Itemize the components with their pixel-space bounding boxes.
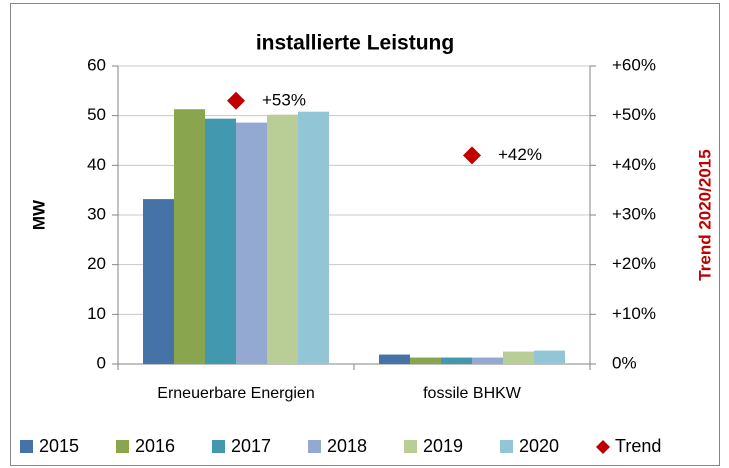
legend-label: 2017	[231, 436, 271, 456]
trend-marker	[463, 146, 481, 165]
y2-tick-label: +10%	[612, 304, 656, 323]
legend-label: Trend	[615, 436, 661, 456]
data-label: +42%	[498, 145, 542, 164]
legend-swatch	[404, 440, 417, 453]
y2-tick-label: +60%	[612, 55, 656, 74]
x-tick-label: fossile BHKW	[423, 385, 522, 402]
bar	[410, 357, 441, 364]
bar	[205, 118, 236, 364]
legend-label: 2016	[135, 436, 175, 456]
y2-tick-label: +20%	[612, 254, 656, 273]
bar	[267, 114, 298, 364]
chart-title: installierte Leistung	[256, 32, 454, 55]
data-label: +53%	[262, 90, 306, 109]
bar	[236, 122, 267, 365]
y2-tick-label: +50%	[612, 105, 656, 124]
legend-swatch	[500, 440, 513, 453]
y2-tick-label: +40%	[612, 155, 656, 174]
trend-marker	[227, 91, 245, 110]
y-tick-label: 30	[87, 204, 106, 223]
legend-label: 2019	[423, 436, 463, 456]
y-tick-label: 50	[87, 105, 106, 124]
y2-tick-label: +30%	[612, 204, 656, 223]
legend-swatch	[20, 440, 33, 453]
legend-swatch	[308, 440, 321, 453]
bar	[441, 357, 472, 364]
legend-label: 2020	[519, 436, 559, 456]
chart-frame	[10, 3, 720, 466]
bar	[472, 357, 503, 364]
x-tick-label: Erneuerbare Energien	[157, 385, 314, 402]
y-tick-label: 0	[97, 353, 106, 372]
bar	[503, 351, 534, 364]
bar	[143, 199, 174, 364]
y2-tick-label: 0%	[612, 353, 637, 372]
legend-swatch	[596, 440, 610, 454]
y-tick-label: 20	[87, 254, 106, 273]
y-axis-title: MW	[29, 199, 48, 230]
bar	[298, 111, 329, 365]
bar	[534, 350, 565, 364]
legend-swatch	[212, 440, 225, 453]
y-tick-label: 60	[87, 55, 106, 74]
bar	[174, 109, 205, 365]
legend-label: 2018	[327, 436, 367, 456]
y2-axis-title: Trend 2020/2015	[695, 149, 714, 280]
legend-label: 2015	[39, 436, 79, 456]
y-tick-label: 10	[87, 304, 106, 323]
y-tick-label: 40	[87, 155, 106, 174]
bar	[379, 354, 410, 364]
legend-swatch	[116, 440, 129, 453]
